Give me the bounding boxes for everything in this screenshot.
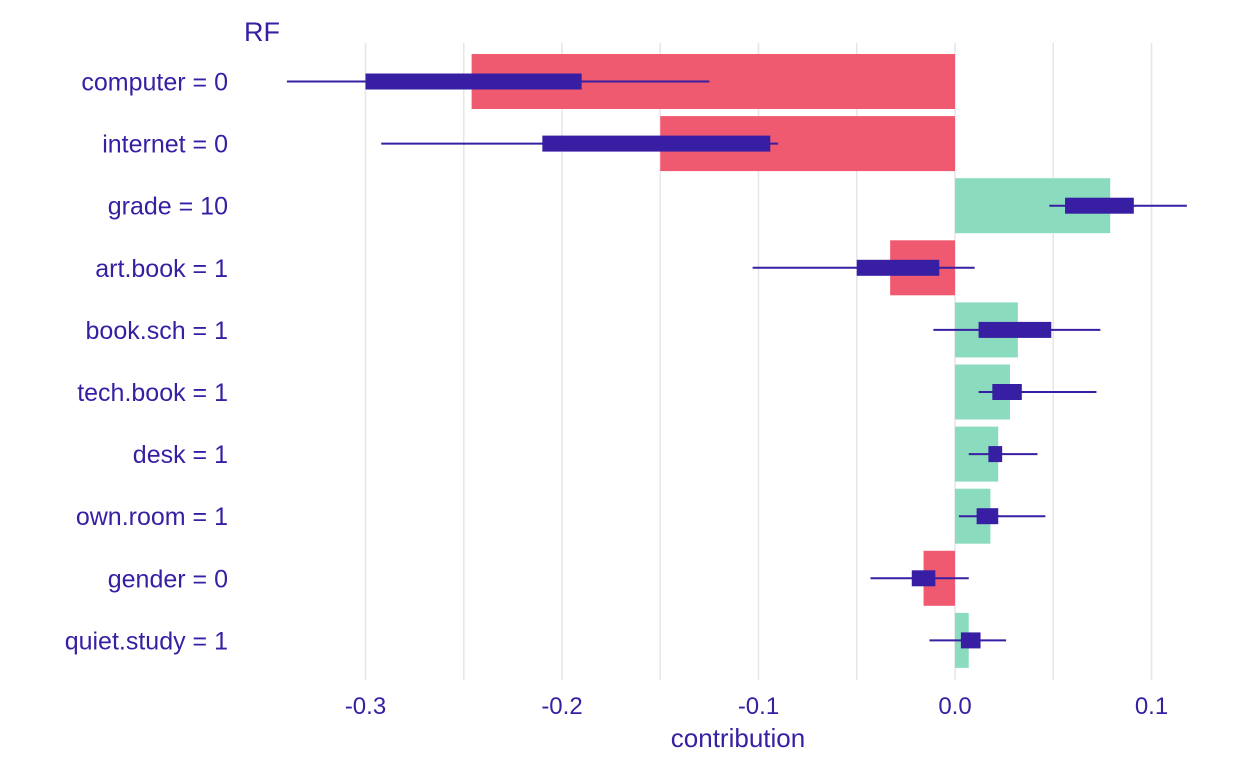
boxplot-box	[978, 321, 1052, 338]
x-axis-title: contribution	[671, 723, 805, 753]
boxplot-box	[960, 632, 981, 649]
x-tick-label: -0.3	[345, 693, 386, 720]
y-axis-labels: computer = 0 internet = 0 grade = 10 art.bo…	[65, 69, 228, 656]
boxplot-box	[856, 259, 940, 276]
category-label: quiet.study = 1	[65, 627, 228, 655]
category-label: gender = 0	[108, 565, 228, 593]
boxplot-box	[976, 508, 999, 525]
boxplot-box	[365, 73, 582, 90]
category-label: tech.book = 1	[77, 379, 228, 407]
boxplot-box	[911, 570, 936, 587]
boxplot-box	[1065, 197, 1134, 214]
category-label: internet = 0	[102, 131, 228, 159]
category-label: book.sch = 1	[86, 317, 228, 345]
category-label: own.room = 1	[76, 503, 228, 531]
category-label: grade = 10	[108, 193, 228, 221]
boxplot-box	[542, 135, 771, 152]
x-tick-label: 0.0	[938, 693, 971, 720]
category-label: computer = 0	[81, 69, 228, 97]
boxplot-box	[992, 384, 1022, 400]
x-axis-ticks: -0.3 -0.2 -0.1 0.0 0.1	[345, 693, 1168, 720]
x-tick-label: -0.1	[738, 693, 779, 720]
boxplot-box	[988, 446, 1003, 463]
chart-title: RF	[244, 17, 280, 47]
category-label: art.book = 1	[95, 255, 228, 283]
category-label: desk = 1	[133, 441, 228, 469]
x-tick-label: 0.1	[1135, 693, 1168, 720]
x-tick-label: -0.2	[541, 693, 582, 720]
boxplots	[286, 73, 1187, 649]
